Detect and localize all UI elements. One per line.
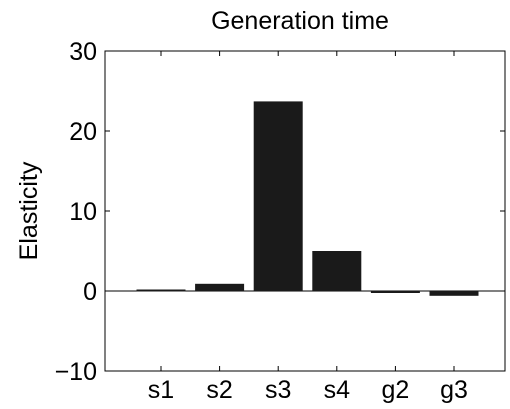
- bar-s4: [312, 251, 362, 291]
- x-tick-label-g3: g3: [440, 376, 468, 404]
- y-tick-label: −10: [55, 358, 97, 386]
- chart-title: Generation time: [211, 7, 389, 35]
- bar-s3: [253, 101, 303, 292]
- y-axis: −10 0 10 20 30: [55, 38, 505, 386]
- plot-area: [104, 50, 506, 372]
- y-tick-label: 0: [83, 278, 97, 306]
- bars: [136, 101, 479, 296]
- y-axis-label: Elasticity: [15, 161, 43, 260]
- x-tick-label-g2: g2: [381, 376, 409, 404]
- x-axis: s1 s2 s3 s4 g2 g3: [148, 51, 468, 404]
- bar-s1: [136, 289, 186, 292]
- x-tick-label-s4: s4: [324, 376, 351, 404]
- x-tick-label-s1: s1: [148, 376, 174, 404]
- bar-g2: [370, 291, 420, 293]
- x-tick-label-s2: s2: [206, 376, 232, 404]
- y-tick-label: 10: [69, 198, 97, 226]
- bar-g3: [429, 291, 479, 296]
- y-tick-label: 20: [69, 118, 97, 146]
- y-tick-label: 30: [69, 38, 97, 66]
- bar-s2: [195, 283, 245, 291]
- x-tick-label-s3: s3: [265, 376, 291, 404]
